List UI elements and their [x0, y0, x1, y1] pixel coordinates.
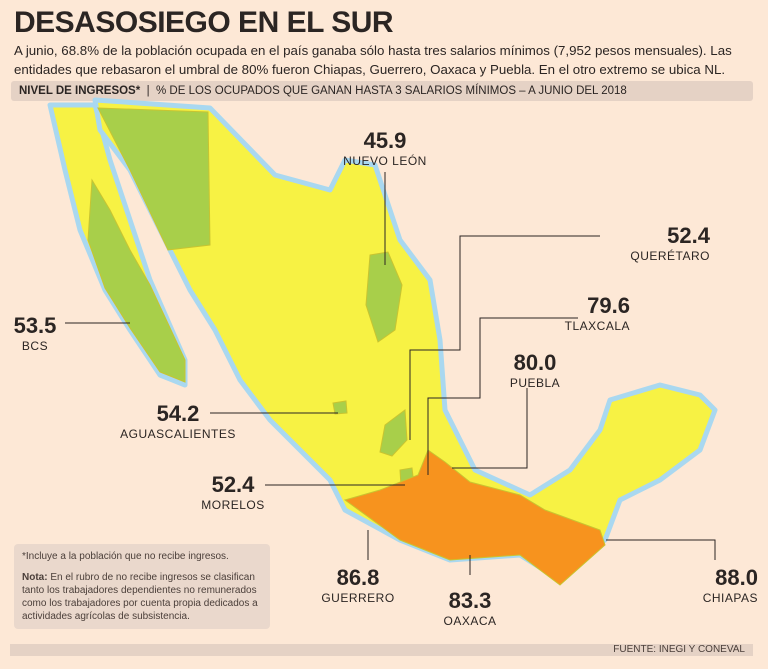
- lead-text: A junio, 68.8% de la población ocupada e…: [14, 43, 732, 77]
- state-name: QUERÉTARO: [630, 249, 710, 263]
- state-south-orange: [343, 449, 606, 586]
- label-chiapas: 88.0 CHIAPAS: [680, 565, 758, 605]
- label-nuevo-leon: 45.9 NUEVO LEÓN: [335, 128, 435, 168]
- footnote: *Incluye a la población que no recibe in…: [14, 544, 270, 629]
- value: 86.8: [336, 565, 380, 590]
- label-puebla: 80.0 PUEBLA: [495, 350, 575, 390]
- state-name: CHIAPAS: [702, 591, 758, 605]
- state-name: TLAXCALA: [564, 319, 630, 333]
- state-bcs: [87, 178, 186, 383]
- label-oaxaca: 83.3 OAXACA: [430, 588, 510, 628]
- state-name: OAXACA: [443, 614, 497, 628]
- leader-lines: [65, 172, 716, 575]
- label-aguascalientes: 54.2 AGUASCALIENTES: [118, 401, 238, 441]
- note-text: En el rubro de no recibe ingresos se cla…: [22, 572, 258, 622]
- legend-label: NIVEL DE INGRESOS*: [19, 85, 141, 97]
- legend-subtitle: % DE LOS OCUPADOS QUE GANAN HASTA 3 SALA…: [156, 85, 627, 97]
- value: 53.5: [13, 313, 57, 338]
- legend-bar: NIVEL DE INGRESOS* | % DE LOS OCUPADOS Q…: [11, 81, 753, 101]
- value: 88.0: [715, 565, 758, 590]
- state-queretaro: [379, 409, 408, 457]
- value: 83.3: [448, 588, 492, 613]
- state-name: NUEVO LEÓN: [343, 154, 427, 168]
- label-queretaro: 52.4 QUERÉTARO: [610, 223, 710, 263]
- value: 80.0: [513, 350, 557, 375]
- value: 45.9: [363, 128, 407, 153]
- value: 54.2: [156, 401, 200, 426]
- state-name: AGUASCALIENTES: [120, 427, 236, 441]
- state-nuevo-leon: [365, 251, 403, 343]
- value: 79.6: [587, 293, 630, 318]
- note-label: Nota:: [22, 572, 48, 583]
- state-name: GUERRERO: [321, 591, 395, 605]
- label-tlaxcala: 79.6 TLAXCALA: [550, 293, 630, 333]
- footnote-asterisk: *Incluye a la población que no recibe in…: [22, 551, 229, 562]
- state-aguascalientes: [332, 400, 348, 415]
- value: 52.4: [211, 472, 255, 497]
- state-name: PUEBLA: [509, 376, 561, 390]
- label-morelos: 52.4 MORELOS: [198, 472, 268, 512]
- title: DESASOSIEGO EN EL SUR: [14, 6, 394, 39]
- value: 52.4: [667, 223, 710, 248]
- legend-separator: |: [146, 85, 150, 97]
- mainland: [92, 97, 718, 583]
- state-name: MORELOS: [201, 498, 265, 512]
- state-sonora: [97, 107, 211, 251]
- label-bcs: 53.5 BCS: [5, 313, 65, 353]
- source: FUENTE: INEGI Y CONEVAL: [10, 644, 753, 656]
- label-guerrero: 86.8 GUERRERO: [318, 565, 398, 605]
- state-name: BCS: [21, 339, 49, 353]
